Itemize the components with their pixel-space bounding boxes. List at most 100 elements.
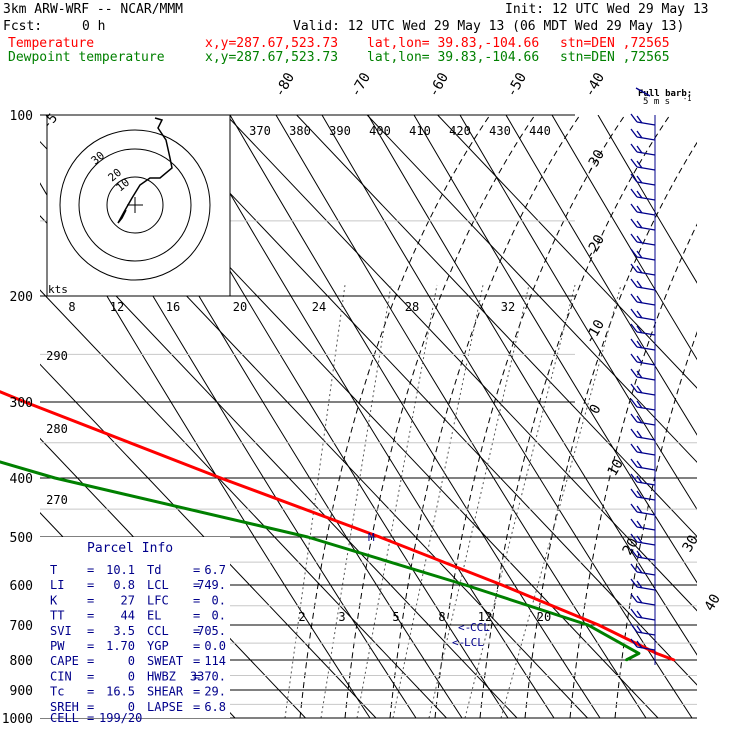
mixing-ratio-label-low: 2 (298, 610, 305, 624)
wind-barb-flag (630, 278, 638, 288)
parcel-key: CIN (50, 669, 72, 683)
parcel-key: SREH (50, 700, 79, 714)
parcel-value: 3.5 (113, 624, 135, 638)
wind-barb-flag (636, 235, 643, 244)
wind-barb-flag (630, 368, 638, 378)
parcel-eq-2: = (193, 639, 200, 653)
wind-barb-flag (636, 280, 643, 289)
moist-adiabat-line (479, 115, 671, 718)
wind-barb-flag (630, 158, 638, 168)
isotherm-label: 20 (620, 535, 642, 558)
wind-barb-flag (636, 445, 643, 454)
hodograph-ring (78, 148, 192, 262)
mixing-ratio-label: 12 (110, 300, 124, 314)
wind-barb-flag (636, 295, 643, 304)
wind-barb-shaft (636, 376, 656, 381)
dew-legend-xy: x,y=287.67,523.73 (205, 50, 339, 65)
dewpoint-point (625, 658, 628, 662)
isobar-label: 1000 (2, 712, 33, 727)
dewpoint-point (53, 476, 57, 480)
temp-legend-latlon: lat,lon= 39.83,-104.66 (367, 36, 540, 51)
dewpoint-point (464, 583, 467, 587)
wind-barb-flag (630, 323, 638, 333)
wind-barb-flag (636, 490, 643, 499)
wind-barb-shaft (636, 361, 656, 366)
isotherm-label: -20 (582, 232, 609, 262)
wind-barb-flag (636, 625, 643, 634)
parcel-eq-2: = (193, 578, 200, 592)
wind-barb-flag (636, 130, 643, 139)
wind-barb-flag (630, 503, 638, 513)
hodograph-trace (117, 117, 173, 224)
ccl-prefix: <- (458, 621, 471, 634)
theta-label: 370 (249, 124, 271, 138)
wind-barb-flag (630, 548, 638, 558)
isotherm-line (40, 363, 377, 718)
wind-barb-flag (630, 413, 638, 423)
wind-barb-flag (630, 563, 638, 573)
mixing-ratio-line (500, 284, 622, 718)
theta-label: 410 (409, 124, 431, 138)
wind-barb-flag (630, 383, 638, 393)
parcel-value-2: 705. (197, 624, 226, 638)
fcst-label: Fcst: (3, 19, 43, 34)
wind-barb-flag (636, 550, 643, 559)
wind-barb-flag (630, 188, 638, 198)
isobar-label: 700 (10, 619, 33, 634)
wind-barb-flag (636, 250, 643, 259)
parcel-key: K (50, 593, 58, 607)
wind-barb-shaft (636, 391, 656, 396)
parcel-key-2: HWBZ (147, 669, 176, 683)
wind-barb-shaft (636, 481, 656, 486)
barb-legend-title: Full barb: (638, 89, 692, 99)
wind-barb-flag (636, 505, 643, 514)
wind-barb-shaft (636, 346, 656, 351)
wind-barb-flag (636, 385, 643, 394)
dry-adiabat-line (459, 115, 697, 511)
parcel-value: 0 (128, 654, 135, 668)
parcel-key-2: SHEAR (147, 685, 184, 699)
isobar-label: 800 (10, 654, 33, 669)
wind-barb-flag (636, 475, 643, 484)
parcel-value: 0 (128, 700, 135, 714)
parcel-key: TT (50, 609, 64, 623)
parcel-eq: = (87, 593, 94, 607)
fcst-value: 0 h (82, 19, 106, 34)
temp-legend-xy: x,y=287.67,523.73 (205, 36, 339, 51)
wind-barb-flag (636, 265, 643, 274)
wind-barb-flag (630, 143, 638, 153)
parcel-value-2: 0.0 (204, 639, 226, 653)
wind-barb-shaft (636, 511, 656, 516)
isotherm-label: 30 (680, 532, 702, 555)
ccl-marker: CCL (470, 621, 490, 634)
dew-legend-latlon: lat,lon= 39.83,-104.66 (367, 50, 540, 65)
parcel-key-2: LCL (147, 578, 169, 592)
wind-barb-flag (630, 623, 638, 633)
parcel-eq-2: = (193, 593, 200, 607)
dry-adiabat-line (229, 115, 601, 718)
parcel-value-2: 749. (197, 578, 226, 592)
isotherm-label: -50 (504, 70, 531, 100)
wind-barb-shaft (636, 541, 656, 546)
mixing-ratio-label-low: 8 (438, 610, 445, 624)
wind-barb-shaft (636, 211, 656, 216)
isotherm-label: -40 (582, 70, 609, 100)
mixing-ratio-label-low: 12 (478, 610, 492, 624)
dry-adiabat-line (275, 115, 647, 718)
dewpoint-point (586, 623, 590, 627)
valid-time: Valid: 12 UTC Wed 29 May 13 (06 MDT Wed … (293, 19, 685, 34)
wind-barb-flag (636, 430, 643, 439)
moist-adiabat-line (569, 223, 697, 718)
parcel-eq: = (87, 624, 94, 638)
wind-barb-flag (630, 638, 638, 648)
wind-barb-shaft (636, 406, 656, 411)
parcel-key-2: SWEAT (147, 654, 183, 668)
parcel-value-2: 0. (212, 609, 226, 623)
wind-barb-shaft (636, 616, 656, 621)
sounding-traces (0, 390, 676, 662)
moist-adiabat-line (344, 115, 536, 718)
wind-barb-flag (636, 370, 643, 379)
isotherm-line (225, 115, 697, 612)
dry-adiabat-line (321, 115, 693, 718)
parcel-eq-2: = (193, 654, 200, 668)
